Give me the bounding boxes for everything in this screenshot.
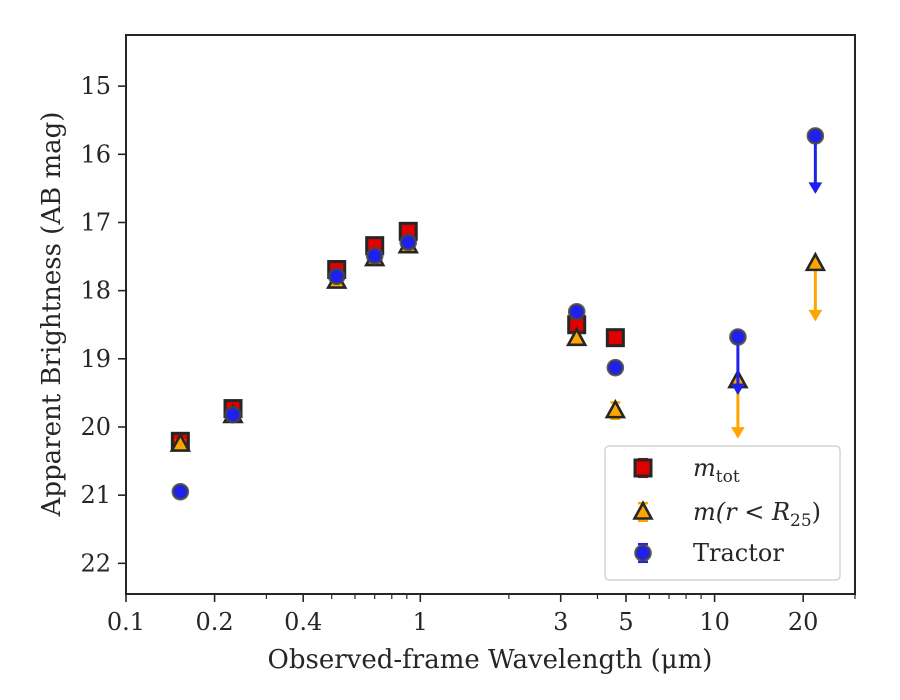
legend-label-suffix: ): [812, 498, 821, 526]
y-tick-label: 15: [80, 72, 111, 100]
legend-marker-mr25: [632, 500, 654, 520]
y-tick-label: 21: [80, 481, 111, 509]
point-tractor: [729, 328, 747, 346]
y-tick-label: 19: [80, 345, 111, 373]
point-tractor: [171, 482, 190, 501]
upper-limit-arrow-tractor-head: [731, 383, 745, 395]
legend-label-subscript: tot: [716, 467, 740, 487]
y-tick-label: 20: [80, 413, 111, 441]
upper-limit-arrow-mr25-head: [808, 309, 823, 322]
legend-label-mr25: m(r < R25): [693, 498, 821, 531]
x-tick-label: 0.1: [107, 608, 145, 636]
point-mr25: [804, 251, 827, 272]
legend-marker-tractor: [634, 544, 652, 562]
y-tick-label: 16: [80, 140, 111, 168]
x-tick-label: 1: [413, 608, 428, 636]
upper-limit-arrow-mr25: [808, 263, 823, 322]
point-mr25: [169, 432, 192, 452]
series-tractor: [171, 127, 825, 501]
point-tractor: [365, 247, 384, 265]
plot-frame: [125, 34, 856, 595]
point-mr25: [566, 326, 588, 347]
point-tractor: [327, 267, 346, 286]
point-tractor: [606, 358, 625, 377]
x-tick-label: 5: [618, 608, 633, 636]
point-tractor: [224, 405, 242, 424]
legend-label-main: m: [693, 454, 716, 482]
x-axis-label: Observed-frame Wavelength (μm): [268, 645, 713, 675]
upper-limit-arrow-tractor: [731, 336, 745, 395]
point-mr25: [604, 398, 627, 419]
x-tick-label: 0.2: [196, 608, 234, 636]
legend-label-tractor: Tractor: [693, 539, 784, 567]
legend-entry-tractor: Tractor: [634, 539, 784, 567]
legend-label-main: m(r < R: [693, 498, 790, 526]
point-tractor: [806, 127, 825, 145]
legend-label-subscript: 25: [790, 511, 812, 531]
x-tick-label: 3: [553, 608, 568, 636]
legend-box: [604, 445, 841, 581]
legend-label-main: Tractor: [693, 539, 784, 567]
y-tick-label: 22: [80, 549, 111, 577]
y-tick-label: 17: [80, 208, 111, 236]
point-tractor: [399, 233, 418, 252]
legend-entry-mtot: mtot: [633, 454, 740, 487]
upper-limit-arrow-tractor-head: [808, 182, 823, 194]
legend-marker-mtot: [633, 458, 653, 478]
legend-entry-mr25: m(r < R25): [632, 498, 821, 531]
x-tick-label: 0.4: [284, 608, 322, 636]
y-tick-label: 18: [80, 277, 111, 305]
upper-limit-arrow-tractor: [808, 135, 823, 194]
point-mtot: [605, 328, 625, 348]
upper-limit-arrow-mr25-head: [731, 427, 745, 439]
x-tick-label: 10: [699, 608, 730, 636]
legend-label-mtot: mtot: [693, 454, 740, 487]
x-tick-label: 20: [788, 608, 819, 636]
point-tractor: [567, 302, 586, 321]
y-axis-label: Apparent Brightness (AB mag): [37, 112, 67, 518]
